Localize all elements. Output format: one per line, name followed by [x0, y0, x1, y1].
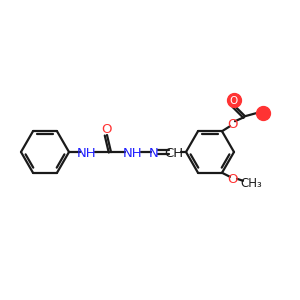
Text: N: N [149, 147, 159, 160]
Text: O: O [102, 123, 112, 136]
Text: CH₃: CH₃ [240, 177, 262, 190]
Text: O: O [230, 96, 238, 106]
Text: O: O [227, 118, 237, 131]
Text: NH: NH [123, 147, 143, 160]
Text: CH: CH [164, 147, 184, 160]
Text: NH: NH [77, 147, 97, 160]
Text: O: O [227, 173, 237, 186]
